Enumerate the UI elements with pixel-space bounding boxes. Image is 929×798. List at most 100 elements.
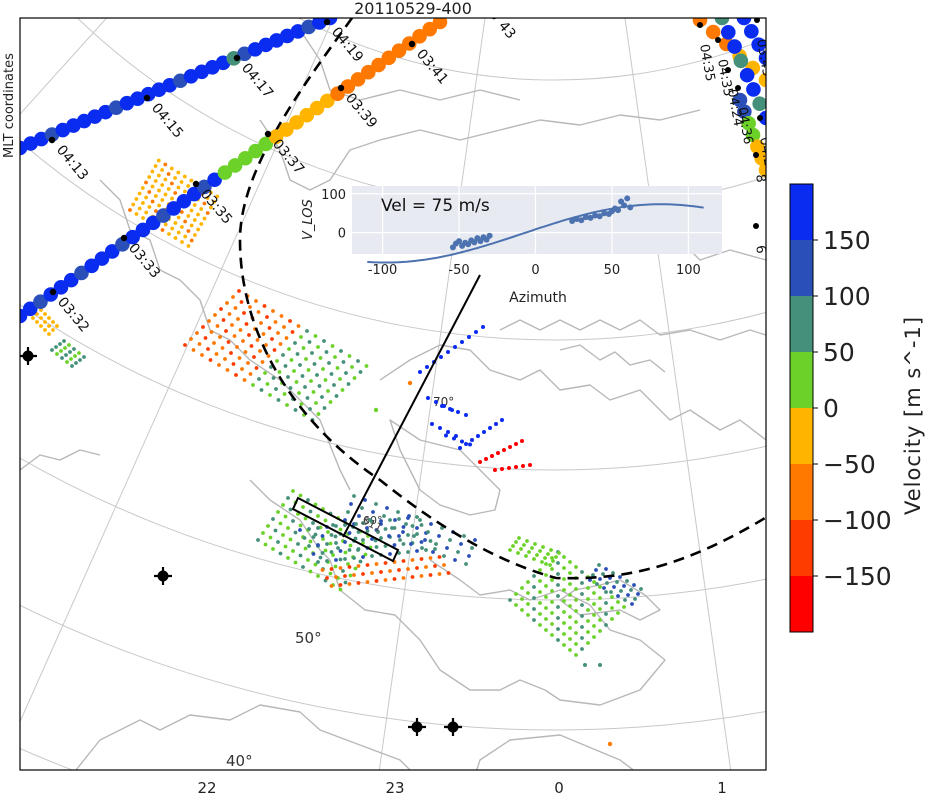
radar-point [548, 563, 552, 567]
radar-point [298, 553, 303, 558]
radar-point [341, 569, 345, 573]
radar-point [420, 546, 424, 550]
radar-point [278, 342, 283, 346]
radar-point [160, 198, 165, 202]
radar-point [246, 361, 250, 365]
radar-point [183, 343, 187, 347]
colorbar-bin [790, 184, 813, 240]
track-point [752, 96, 766, 112]
radar-point [404, 522, 408, 526]
radar-point [73, 354, 77, 358]
track-point [176, 193, 192, 209]
radar-point [141, 216, 145, 220]
radar-point [632, 583, 636, 587]
radar-point [160, 183, 165, 187]
radar-point [331, 523, 335, 527]
radar-point [517, 536, 521, 540]
lat-label-50: 50° [295, 629, 322, 647]
radar-point [556, 627, 560, 631]
track-point [309, 100, 325, 116]
auroral-boundary [238, 18, 766, 580]
radar-point [306, 558, 310, 562]
radar-point [290, 330, 295, 334]
radar-point [437, 534, 441, 538]
inset-point [569, 217, 576, 224]
track-point [745, 127, 761, 143]
track-marker [753, 152, 759, 158]
radar-point [551, 559, 555, 563]
track-time-label: 04:24 [724, 88, 745, 128]
inset-point [601, 210, 608, 217]
radar-point [292, 369, 296, 373]
radar-point [415, 515, 419, 519]
radar-point [343, 574, 347, 578]
radar-point [202, 201, 207, 206]
radar-point [288, 537, 293, 542]
radar-point [72, 347, 76, 351]
track-marker [725, 67, 731, 73]
track-point [53, 280, 69, 295]
radar-point [401, 530, 405, 534]
radar-point [352, 376, 357, 380]
radar-point [166, 172, 171, 176]
radar-point [207, 319, 211, 323]
track-point [217, 165, 233, 180]
radar-point [348, 573, 353, 578]
radar-point [249, 344, 254, 348]
radar-point [574, 587, 578, 591]
track-marker [757, 115, 763, 121]
inset-xtick-label: -50 [448, 263, 469, 278]
radar-point [592, 635, 596, 639]
radar-point [307, 527, 311, 531]
radar-point [301, 505, 305, 509]
radar-point [352, 494, 356, 498]
radar-point [398, 538, 402, 542]
radar-point [347, 565, 352, 569]
radar-point [592, 624, 596, 628]
track-marker [754, 18, 760, 23]
radar-point [156, 158, 161, 163]
radar-point [549, 548, 553, 552]
radar-point [217, 363, 221, 367]
radar-point [500, 467, 504, 471]
radar-point [347, 354, 352, 358]
radar-point [43, 320, 47, 324]
radar-point [354, 522, 358, 526]
radar-point [412, 534, 416, 538]
radar-point [313, 562, 318, 567]
radar-point [580, 636, 584, 640]
radar-point [450, 408, 454, 412]
inset-point [615, 207, 622, 214]
velocity-colorbar: 150 100 50 0 −50 −100 −150 [789, 183, 892, 633]
radar-point [180, 240, 184, 244]
radar-point [231, 295, 235, 299]
radar-point [428, 539, 433, 543]
radar-point [562, 632, 566, 636]
radar-point [618, 575, 622, 579]
radar-point [293, 530, 298, 535]
track-point [432, 18, 448, 30]
radar-point [456, 410, 460, 414]
track-point [299, 107, 315, 123]
track-marker [233, 54, 241, 62]
radar-point [556, 572, 560, 576]
radar-point [199, 207, 204, 211]
radar-point [532, 557, 536, 561]
radar-point [625, 579, 629, 583]
radar-point [460, 439, 464, 444]
radar-point [401, 525, 406, 529]
radar-point [541, 545, 545, 549]
track-time-label: 6 [752, 244, 768, 255]
inset-xtick-label: 50 [604, 263, 621, 278]
radar-point [446, 571, 451, 575]
radar-point [568, 560, 572, 564]
radar-point [320, 534, 325, 538]
radar-point [328, 541, 333, 546]
radar-point [365, 529, 370, 533]
radar-point [550, 567, 554, 571]
radar-point [446, 430, 450, 434]
radar-point [302, 536, 307, 540]
radar-point [173, 191, 178, 195]
track-point [197, 179, 212, 195]
